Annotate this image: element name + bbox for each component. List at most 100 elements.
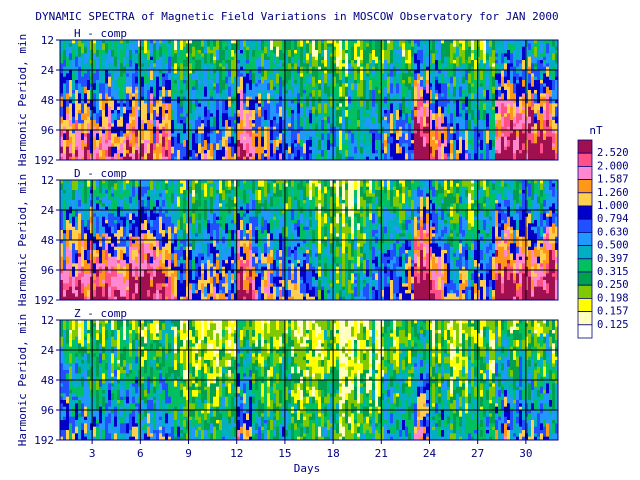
heatmap-cell <box>378 156 382 161</box>
heatmap-cell <box>126 110 130 118</box>
heatmap-cell <box>144 293 148 298</box>
heatmap-cell <box>123 123 127 134</box>
heatmap-cell <box>150 53 154 58</box>
heatmap-cell <box>72 210 76 218</box>
heatmap-cell <box>219 243 223 248</box>
heatmap-cell <box>294 90 298 98</box>
heatmap-cell <box>75 180 79 191</box>
heatmap-cell <box>174 40 178 44</box>
heatmap-cell <box>192 60 196 71</box>
heatmap-cell <box>78 253 82 258</box>
heatmap-cell <box>267 93 271 104</box>
heatmap-cell <box>210 90 214 98</box>
heatmap-cell <box>351 233 355 241</box>
heatmap-cell <box>162 283 166 288</box>
heatmap-cell <box>213 40 217 48</box>
heatmap-cell <box>252 216 256 228</box>
heatmap-cell <box>354 116 358 121</box>
heatmap-cell <box>261 180 265 188</box>
heatmap-cell <box>354 83 358 91</box>
heatmap-cell <box>99 136 103 144</box>
heatmap-cell <box>321 73 325 84</box>
heatmap-cell <box>336 246 340 258</box>
heatmap-cell <box>120 273 124 278</box>
heatmap-cell <box>555 80 559 91</box>
heatmap-cell <box>234 233 238 244</box>
heatmap-cell <box>378 100 382 111</box>
heatmap-cell <box>318 223 322 234</box>
heatmap-cell <box>507 100 511 104</box>
heatmap-cell <box>72 123 76 131</box>
heatmap-cell <box>294 103 298 108</box>
heatmap-cell <box>213 240 217 248</box>
heatmap-cell <box>258 93 262 104</box>
heatmap-cell <box>249 96 253 101</box>
heatmap-cell <box>189 120 193 124</box>
heatmap-cell <box>78 256 82 264</box>
heatmap-cell <box>207 196 211 201</box>
heatmap-cell <box>201 243 205 254</box>
heatmap-cell <box>174 63 178 74</box>
heatmap-cell <box>249 230 253 241</box>
heatmap-cell <box>555 103 559 108</box>
heatmap-cell <box>381 143 385 151</box>
heatmap-cell <box>78 280 82 284</box>
heatmap-cell <box>198 60 202 71</box>
heatmap-cell <box>153 246 157 251</box>
heatmap-cell <box>114 256 118 268</box>
heatmap-cell <box>252 200 256 211</box>
heatmap-cell <box>81 183 85 188</box>
heatmap-cell <box>330 283 334 288</box>
heatmap-cell <box>216 143 220 151</box>
heatmap-cell <box>261 153 265 161</box>
heatmap-cell <box>543 113 547 121</box>
heatmap-cell <box>354 43 358 51</box>
heatmap-cell <box>141 296 145 301</box>
heatmap-cell <box>363 60 367 64</box>
heatmap-cell <box>69 250 73 261</box>
heatmap-cell <box>204 53 208 64</box>
heatmap-cell <box>204 230 208 241</box>
heatmap-cell <box>87 260 91 264</box>
heatmap-cell <box>294 276 298 284</box>
heatmap-cell <box>252 116 256 121</box>
heatmap-cell <box>255 206 259 218</box>
heatmap-cell <box>285 270 289 274</box>
heatmap-cell <box>246 133 250 144</box>
heatmap-cell <box>384 110 388 114</box>
heatmap-cell <box>228 40 232 51</box>
heatmap-cell <box>84 113 88 121</box>
heatmap-cell <box>102 63 106 74</box>
heatmap-cell <box>66 106 70 114</box>
heatmap-cell <box>168 260 172 268</box>
heatmap-cell <box>303 103 307 108</box>
heatmap-cell <box>204 106 208 118</box>
heatmap-cell <box>489 150 493 154</box>
heatmap-cell <box>546 153 550 158</box>
heatmap-cell <box>363 80 367 91</box>
heatmap-cell <box>216 233 220 244</box>
heatmap-cell <box>78 200 82 208</box>
heatmap-cell <box>291 63 295 68</box>
heatmap-cell <box>312 196 316 204</box>
heatmap-cell <box>273 46 277 54</box>
heatmap-cell <box>510 63 514 68</box>
heatmap-cell <box>153 86 157 98</box>
heatmap-cell <box>75 200 79 211</box>
heatmap-cell <box>210 40 214 51</box>
heatmap-cell <box>171 146 175 154</box>
heatmap-cell <box>129 263 133 274</box>
heatmap-cell <box>315 66 319 71</box>
heatmap-cell <box>129 113 133 118</box>
heatmap-cell <box>432 150 436 158</box>
heatmap-cell <box>243 290 247 298</box>
heatmap-cell <box>138 293 142 298</box>
heatmap-cell <box>363 103 367 108</box>
heatmap-cell <box>294 146 298 158</box>
heatmap-cell <box>354 243 358 251</box>
heatmap-cell <box>165 123 169 134</box>
heatmap-cell <box>258 146 262 154</box>
heatmap-cell <box>531 63 535 74</box>
heatmap-cell <box>132 223 136 231</box>
heatmap-cell <box>69 290 73 301</box>
